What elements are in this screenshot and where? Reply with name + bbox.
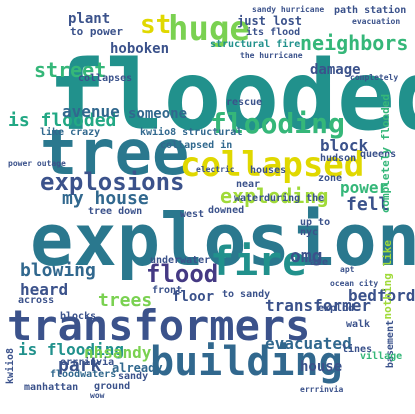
word-to-power: to power [70, 25, 123, 38]
word-plant: plant [68, 11, 111, 27]
word-sandy: sandy [118, 371, 149, 382]
word-block: block [320, 136, 369, 155]
word-transformer: transformer [265, 296, 371, 315]
word-flooding: flooding [210, 107, 345, 140]
word-completely-flooded: completely flooded [379, 94, 392, 214]
word-kwiio8: kwiio8 [5, 348, 16, 385]
word-electric: electric [196, 165, 235, 174]
word-completely: completely [350, 73, 399, 82]
word-house: house [300, 359, 343, 375]
word-front: front [152, 285, 183, 296]
word-huge: huge [168, 9, 250, 49]
word-fell: fell [346, 194, 390, 215]
word-just-lost: just lost [237, 14, 303, 28]
word-collapsed: collapsed [180, 145, 365, 185]
word-errrinvia-2: errrinvia [300, 385, 344, 394]
word-floodwaters: floodwaters [50, 369, 117, 380]
word-flood: flood [146, 260, 219, 288]
word-ocean-city: ocean city [330, 279, 379, 288]
word-wow: wow [90, 391, 105, 400]
word-across: across [18, 295, 55, 306]
word-queens: queens [360, 149, 397, 160]
word-walk: walk [346, 319, 371, 330]
word-building: building [150, 339, 343, 385]
word-rescue: rescue [226, 97, 263, 108]
word-evacuated: evacuated [265, 334, 352, 353]
word-underwater: underwater [150, 255, 211, 266]
word-evacuation: evacuation [352, 17, 401, 26]
word-omg: omg [290, 246, 323, 267]
word-sandy-hurricane: sandy hurricane [252, 5, 325, 14]
word-apt: apt [340, 265, 355, 274]
word-hudson: hudson [320, 153, 357, 164]
word-manhattan: manhattan [24, 382, 79, 393]
word-village: village [360, 351, 403, 362]
word-my-house: my house [62, 188, 149, 209]
word-blocks: blocks [60, 311, 97, 322]
word-trees: trees [98, 290, 153, 311]
word-explosions: explosions [40, 168, 185, 196]
word-nyc: nyc [300, 227, 319, 238]
word-during-the: during the [264, 193, 325, 204]
word-is-flooding: is flooding [18, 340, 124, 359]
word-transformers: transformers [7, 301, 311, 350]
word-west: west [180, 209, 205, 220]
word-path-station: path station [334, 5, 407, 16]
word-downed: downed [208, 205, 245, 216]
word-explod: explod [318, 303, 355, 314]
word-tree-down: tree down [88, 206, 143, 217]
word-near: near [236, 179, 261, 190]
word-blowing: blowing [20, 260, 96, 281]
word-neighbors: neighbors [300, 31, 409, 55]
word-explosion: explosion [30, 198, 415, 282]
word-avenue: avenue [62, 102, 120, 121]
word-up-to: up to [300, 217, 331, 228]
word-nhsandy: nhsandy [84, 343, 152, 362]
word-already: already [112, 361, 163, 375]
word-zone: zone [318, 173, 343, 184]
word-tree: tree [40, 116, 190, 189]
word-its-flood: its flood [246, 27, 301, 38]
word-nothing-like: nothing like [381, 240, 394, 320]
word-ground: ground [94, 381, 131, 392]
word-ave: ave [310, 257, 329, 268]
word-damage: damage [310, 62, 361, 78]
word-heard: heard [20, 280, 69, 299]
word-bedford: bedford [348, 286, 415, 305]
word-floor: floor [172, 289, 215, 305]
word-to-sandy: to sandy [222, 289, 271, 300]
word-fire: fire [210, 239, 307, 285]
word-hoboken: hoboken [110, 41, 170, 57]
word-errrinvia: errrinvia [60, 357, 115, 368]
word-flooded: flooded [48, 40, 415, 152]
word-park: park [58, 355, 102, 376]
word-st: st [140, 10, 172, 40]
word-street: street [34, 58, 107, 82]
word-exploding: exploding [220, 184, 329, 208]
word-structural-fire: structural fire [210, 39, 301, 50]
word-the-hurricane: the hurricane [240, 51, 303, 60]
word-collapses: collapses [78, 73, 133, 84]
word-power: power [340, 178, 389, 197]
word-water: water [234, 193, 265, 204]
word-someone: someone [128, 106, 188, 122]
word-power-outage: power outage [8, 159, 66, 168]
word-kwiio8-structural: kwiio8 structural [140, 127, 243, 138]
word-collapsed-in: collapsed in [160, 140, 233, 151]
word-lines: lines [342, 344, 373, 355]
word-is-flooded: is flooded [8, 110, 117, 131]
word-houses: houses [250, 165, 287, 176]
word-like-crazy: like crazy [40, 127, 101, 138]
